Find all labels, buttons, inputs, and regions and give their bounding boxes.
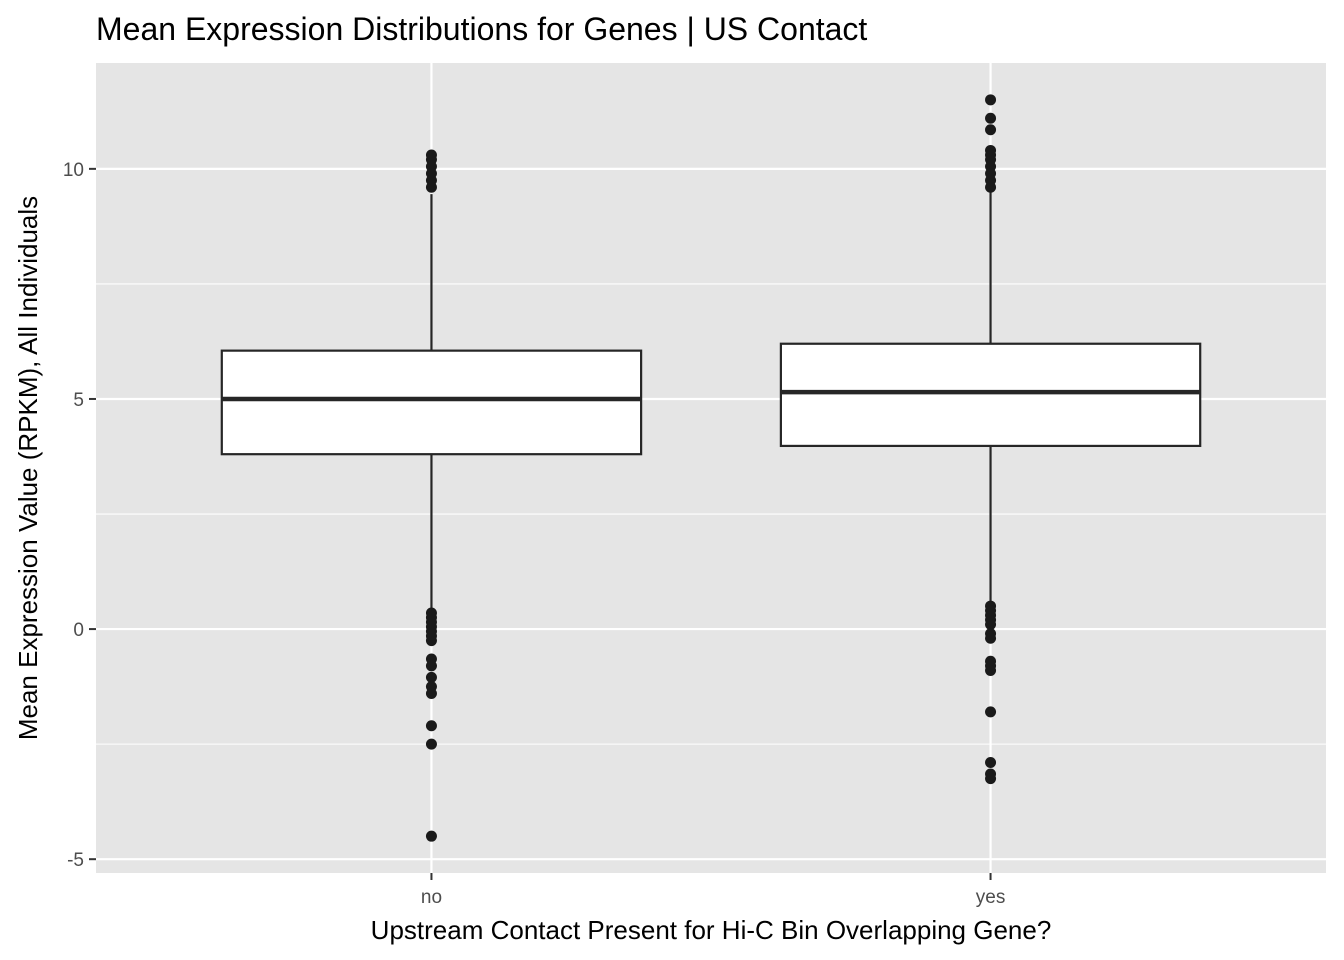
x-axis-title: Upstream Contact Present for Hi-C Bin Ov… — [371, 915, 1052, 945]
outlier-point — [425, 660, 437, 672]
plot-panel — [96, 63, 1326, 873]
outlier-point — [425, 635, 437, 647]
y-axis: -5 0 5 10 — [63, 160, 96, 871]
boxes — [220, 187, 1202, 611]
outlier-point — [425, 688, 437, 700]
y-tick-label: 10 — [63, 160, 84, 181]
outliers — [425, 94, 997, 842]
outlier-point — [425, 738, 437, 750]
outlier-point — [985, 757, 997, 769]
y-axis-title: Mean Expression Value (RPKM), All Indivi… — [13, 196, 43, 740]
y-tick-label: 5 — [73, 390, 84, 411]
grid-minor — [96, 283, 1326, 745]
chart-title: Mean Expression Distributions for Genes … — [96, 11, 867, 47]
x-axis: no yes — [421, 873, 1005, 908]
outlier-point — [985, 632, 997, 644]
x-tick-label: yes — [976, 887, 1006, 908]
outlier-point — [985, 112, 997, 124]
outlier-point — [985, 773, 997, 785]
box-yes — [779, 187, 1202, 602]
box-iqr — [220, 349, 643, 456]
box-no — [220, 194, 643, 611]
box-iqr — [779, 342, 1202, 448]
outlier-point — [985, 181, 997, 193]
outlier-point — [425, 671, 437, 683]
outlier-point — [985, 94, 997, 106]
outlier-point — [985, 618, 997, 630]
outlier-point — [425, 720, 437, 732]
outlier-point — [425, 181, 437, 193]
outlier-point — [985, 124, 997, 136]
y-tick-label: 0 — [73, 620, 84, 641]
outlier-point — [425, 830, 437, 842]
y-tick-label: -5 — [67, 850, 84, 871]
outlier-point — [985, 706, 997, 718]
outlier-point — [985, 665, 997, 676]
x-tick-label: no — [421, 887, 442, 908]
